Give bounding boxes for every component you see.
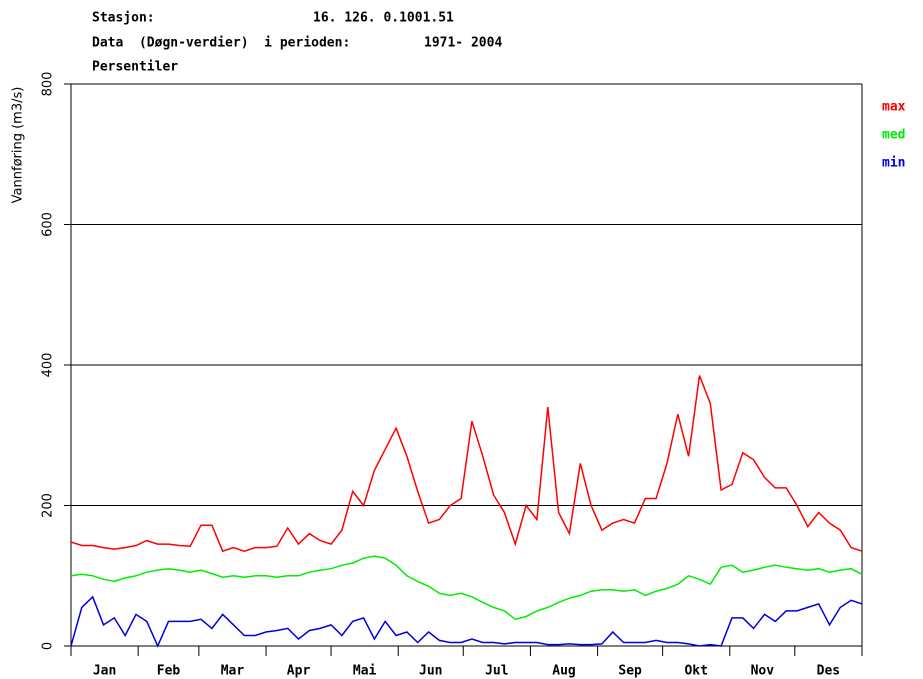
x-tick-label: Nov — [751, 664, 775, 679]
x-tick-label: Jan — [93, 664, 116, 679]
y-tick-label: 600 — [41, 212, 56, 237]
x-tick-label: Des — [817, 664, 840, 679]
x-tick-label: Okt — [684, 664, 707, 679]
legend-entry: min — [882, 156, 905, 171]
x-tick-label: Feb — [157, 664, 181, 679]
x-tick-label: Mar — [221, 664, 245, 679]
station-label: Stasjon: — [92, 11, 155, 26]
y-tick-label: 200 — [41, 493, 56, 518]
y-tick-label: 800 — [41, 72, 56, 97]
y-axis-label: Vannføring (m3/s) — [11, 87, 26, 204]
x-tick-label: Aug — [552, 664, 575, 679]
series-line — [70, 595, 863, 648]
period: 1971- 2004 — [424, 36, 502, 51]
y-tick-label: 0 — [41, 642, 56, 650]
y-tick-label: 400 — [41, 353, 56, 378]
station-id: 16. 126. 0.1001.51 — [313, 11, 454, 26]
data-label: Data (Døgn-verdier) i perioden: — [92, 36, 350, 51]
series-line — [70, 375, 863, 553]
x-tick-label: Apr — [287, 664, 311, 679]
x-tick-label: Mai — [353, 664, 377, 679]
subtitle: Persentiler — [92, 60, 178, 75]
x-tick-label: Jul — [485, 664, 508, 679]
x-tick-label: Sep — [618, 664, 642, 679]
series-line — [70, 555, 863, 621]
x-tick-label: Jun — [419, 664, 442, 679]
legend-entry: med — [882, 128, 905, 143]
legend-entry: max — [882, 100, 906, 115]
